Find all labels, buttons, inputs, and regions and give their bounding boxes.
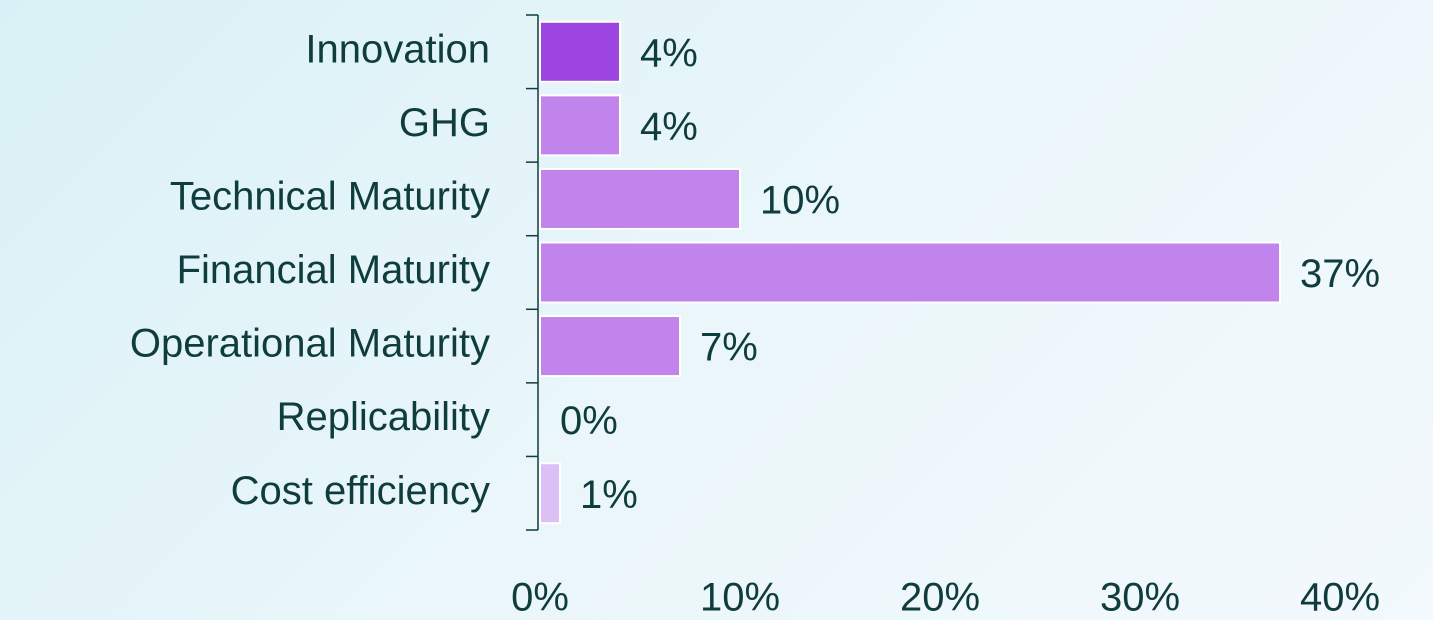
category-label: Technical Maturity — [170, 174, 490, 218]
bar — [539, 241, 1281, 304]
value-label: 4% — [640, 31, 698, 75]
value-label: 0% — [560, 399, 618, 443]
x-tick-label: 20% — [900, 576, 980, 620]
value-label: 10% — [760, 178, 840, 222]
x-tick-label: 10% — [700, 576, 780, 620]
category-label: GHG — [399, 101, 490, 145]
category-label: Financial Maturity — [177, 248, 490, 292]
x-tick-label: 0% — [511, 576, 569, 620]
value-label: 37% — [1300, 252, 1380, 296]
bar — [539, 94, 621, 157]
category-label: Replicability — [277, 395, 490, 439]
value-label: 7% — [700, 326, 758, 370]
x-tick-label: 30% — [1100, 576, 1180, 620]
bar — [539, 462, 561, 525]
category-label: Operational Maturity — [130, 322, 490, 366]
bar — [539, 167, 741, 230]
x-tick-label: 40% — [1300, 576, 1380, 620]
value-label: 1% — [580, 473, 638, 517]
bar — [539, 315, 681, 378]
value-label: 4% — [640, 105, 698, 149]
category-label: Innovation — [305, 27, 490, 71]
bar — [539, 20, 621, 83]
category-label: Cost efficiency — [231, 469, 490, 513]
